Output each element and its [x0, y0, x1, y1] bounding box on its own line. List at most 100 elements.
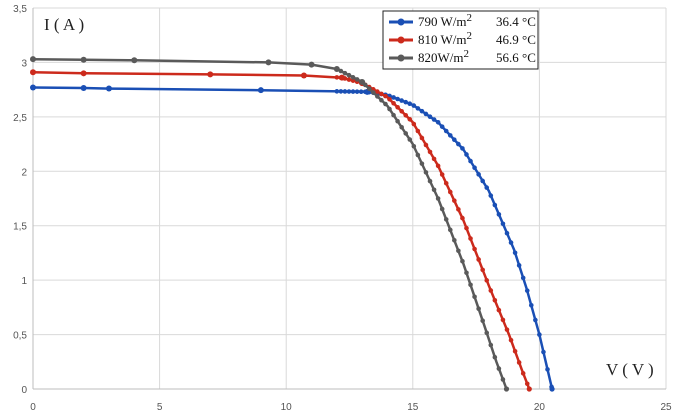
data-point — [346, 72, 352, 78]
data-point — [452, 238, 457, 243]
data-point — [456, 248, 461, 254]
data-point — [439, 124, 445, 129]
y-tick-label: 3,5 — [13, 4, 27, 15]
series-group — [30, 56, 510, 392]
data-point — [447, 227, 453, 233]
data-point — [346, 77, 352, 82]
data-point — [452, 137, 457, 143]
y-tick-label: 3 — [21, 58, 27, 69]
data-point — [375, 94, 380, 99]
y-axis-title: I ( A ) — [44, 15, 84, 34]
data-point — [468, 282, 473, 288]
x-tick-label: 25 — [660, 402, 672, 413]
data-point — [447, 133, 453, 138]
legend-unit: 790 W/m — [418, 14, 467, 29]
data-point — [504, 230, 510, 236]
data-point — [500, 377, 506, 382]
x-axis-title: V ( V ) — [606, 360, 654, 379]
legend-item: 790 W/m2 36.4 °C — [389, 12, 536, 29]
data-point — [354, 89, 360, 94]
data-point — [456, 207, 461, 212]
data-point — [423, 170, 429, 175]
data-point — [403, 99, 409, 105]
data-point — [528, 303, 534, 308]
data-point — [443, 180, 449, 186]
data-point — [407, 116, 413, 122]
data-point — [358, 79, 364, 84]
data-point — [338, 75, 344, 80]
data-point — [496, 212, 502, 217]
legend-label: 790 W/m2 36.4 °C — [418, 12, 536, 29]
data-point — [403, 112, 409, 118]
data-point — [472, 246, 477, 252]
data-point — [415, 152, 421, 158]
data-point — [520, 371, 526, 376]
data-point — [383, 101, 388, 107]
data-point — [403, 131, 409, 136]
y-tick-label: 2 — [21, 167, 27, 178]
data-point — [503, 386, 510, 392]
data-point — [439, 172, 445, 177]
data-point — [300, 72, 307, 79]
data-point — [460, 215, 465, 221]
data-point — [443, 217, 449, 222]
y-tick-label: 1 — [21, 276, 27, 287]
x-tick-label: 10 — [281, 402, 293, 413]
data-point — [526, 386, 532, 392]
data-point — [411, 121, 417, 127]
data-point — [342, 89, 348, 94]
data-point — [423, 111, 429, 117]
legend-swatch-dot — [397, 36, 405, 44]
legend: 790 W/m2 36.4 °C 810 W/m2 46.9 °C 820W/m2 5… — [382, 10, 539, 70]
data-point — [512, 348, 518, 354]
data-point — [447, 189, 453, 195]
data-point — [334, 66, 340, 72]
legend-superscript: 2 — [464, 48, 470, 60]
legend-item: 810 W/m2 46.9 °C — [389, 30, 536, 47]
data-point — [395, 104, 400, 110]
data-point — [500, 317, 506, 323]
data-point — [496, 366, 502, 371]
x-tick-label: 5 — [157, 402, 163, 413]
data-point — [545, 367, 550, 372]
data-point — [520, 275, 526, 281]
data-point — [411, 143, 417, 149]
data-point — [427, 114, 433, 120]
data-point — [383, 93, 388, 99]
data-point — [80, 70, 87, 77]
data-point — [452, 198, 457, 203]
x-tick-label: 0 — [30, 402, 36, 413]
data-point — [464, 270, 469, 276]
data-point — [334, 89, 340, 94]
data-point — [516, 360, 522, 365]
data-point — [207, 71, 214, 78]
data-point — [358, 89, 364, 95]
data-point — [464, 225, 469, 231]
data-point — [399, 125, 404, 130]
data-point — [508, 337, 514, 343]
data-point — [366, 86, 372, 92]
legend-unit: 820W/m — [418, 50, 464, 65]
data-point — [399, 98, 404, 103]
data-point — [533, 317, 538, 323]
data-point — [472, 294, 477, 300]
data-point — [375, 89, 380, 94]
series-layer — [30, 56, 555, 392]
data-point — [516, 263, 522, 268]
data-point — [30, 56, 36, 63]
data-point — [476, 257, 481, 262]
y-tick-label: 0 — [21, 385, 27, 396]
data-point — [464, 152, 469, 157]
legend-label: 820W/m2 56.6 °C — [418, 48, 536, 65]
data-point — [500, 221, 506, 227]
data-point — [504, 327, 510, 332]
data-point — [334, 75, 340, 80]
data-point — [488, 288, 494, 293]
data-point — [419, 161, 425, 166]
data-point — [492, 354, 498, 360]
data-point — [537, 332, 542, 337]
series-group — [30, 84, 555, 392]
data-point — [387, 106, 392, 112]
data-point — [395, 118, 400, 124]
data-point — [460, 146, 465, 151]
